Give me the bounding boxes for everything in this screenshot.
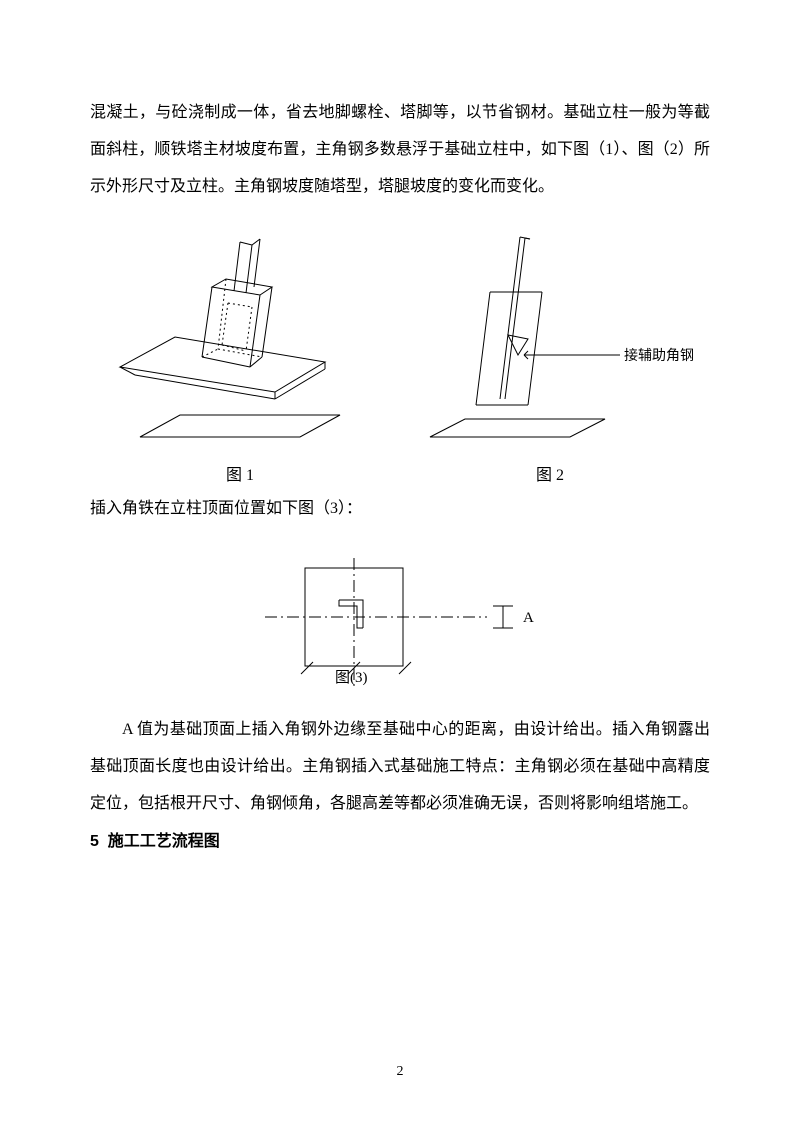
figure-3-annotation: A bbox=[523, 610, 534, 626]
figure-3-caption: 图(3) bbox=[335, 669, 368, 686]
body-paragraph: 插入角铁在立柱顶面位置如下图（3）： bbox=[90, 491, 710, 528]
figure-row: 图 1 bbox=[90, 227, 710, 485]
section-number: 5 bbox=[90, 833, 99, 850]
section-title: 施工工艺流程图 bbox=[108, 833, 220, 850]
figure-1-svg bbox=[100, 227, 380, 457]
section-heading: 5 施工工艺流程图 bbox=[90, 827, 710, 851]
figure-2-caption: 图 2 bbox=[536, 461, 564, 485]
figure-1-caption: 图 1 bbox=[226, 461, 254, 485]
figure-2: 接辅助角钢 图 2 bbox=[390, 227, 710, 485]
body-paragraph: A 值为基础顶面上插入角钢外边缘至基础中心的距离，由设计给出。插入角钢露出基础顶… bbox=[90, 712, 710, 822]
figure-3: A 图(3) bbox=[90, 550, 710, 690]
figure-2-svg: 接辅助角钢 bbox=[390, 227, 710, 457]
body-paragraph: 混凝土，与砼浇制成一体，省去地脚螺栓、塔脚等，以节省钢材。基础立柱一般为等截面斜… bbox=[90, 95, 710, 205]
figure-2-annotation: 接辅助角钢 bbox=[624, 347, 694, 364]
figure-1: 图 1 bbox=[90, 227, 390, 485]
figure-3-svg: A 图(3) bbox=[235, 550, 565, 690]
page-number: 2 bbox=[0, 1064, 800, 1080]
